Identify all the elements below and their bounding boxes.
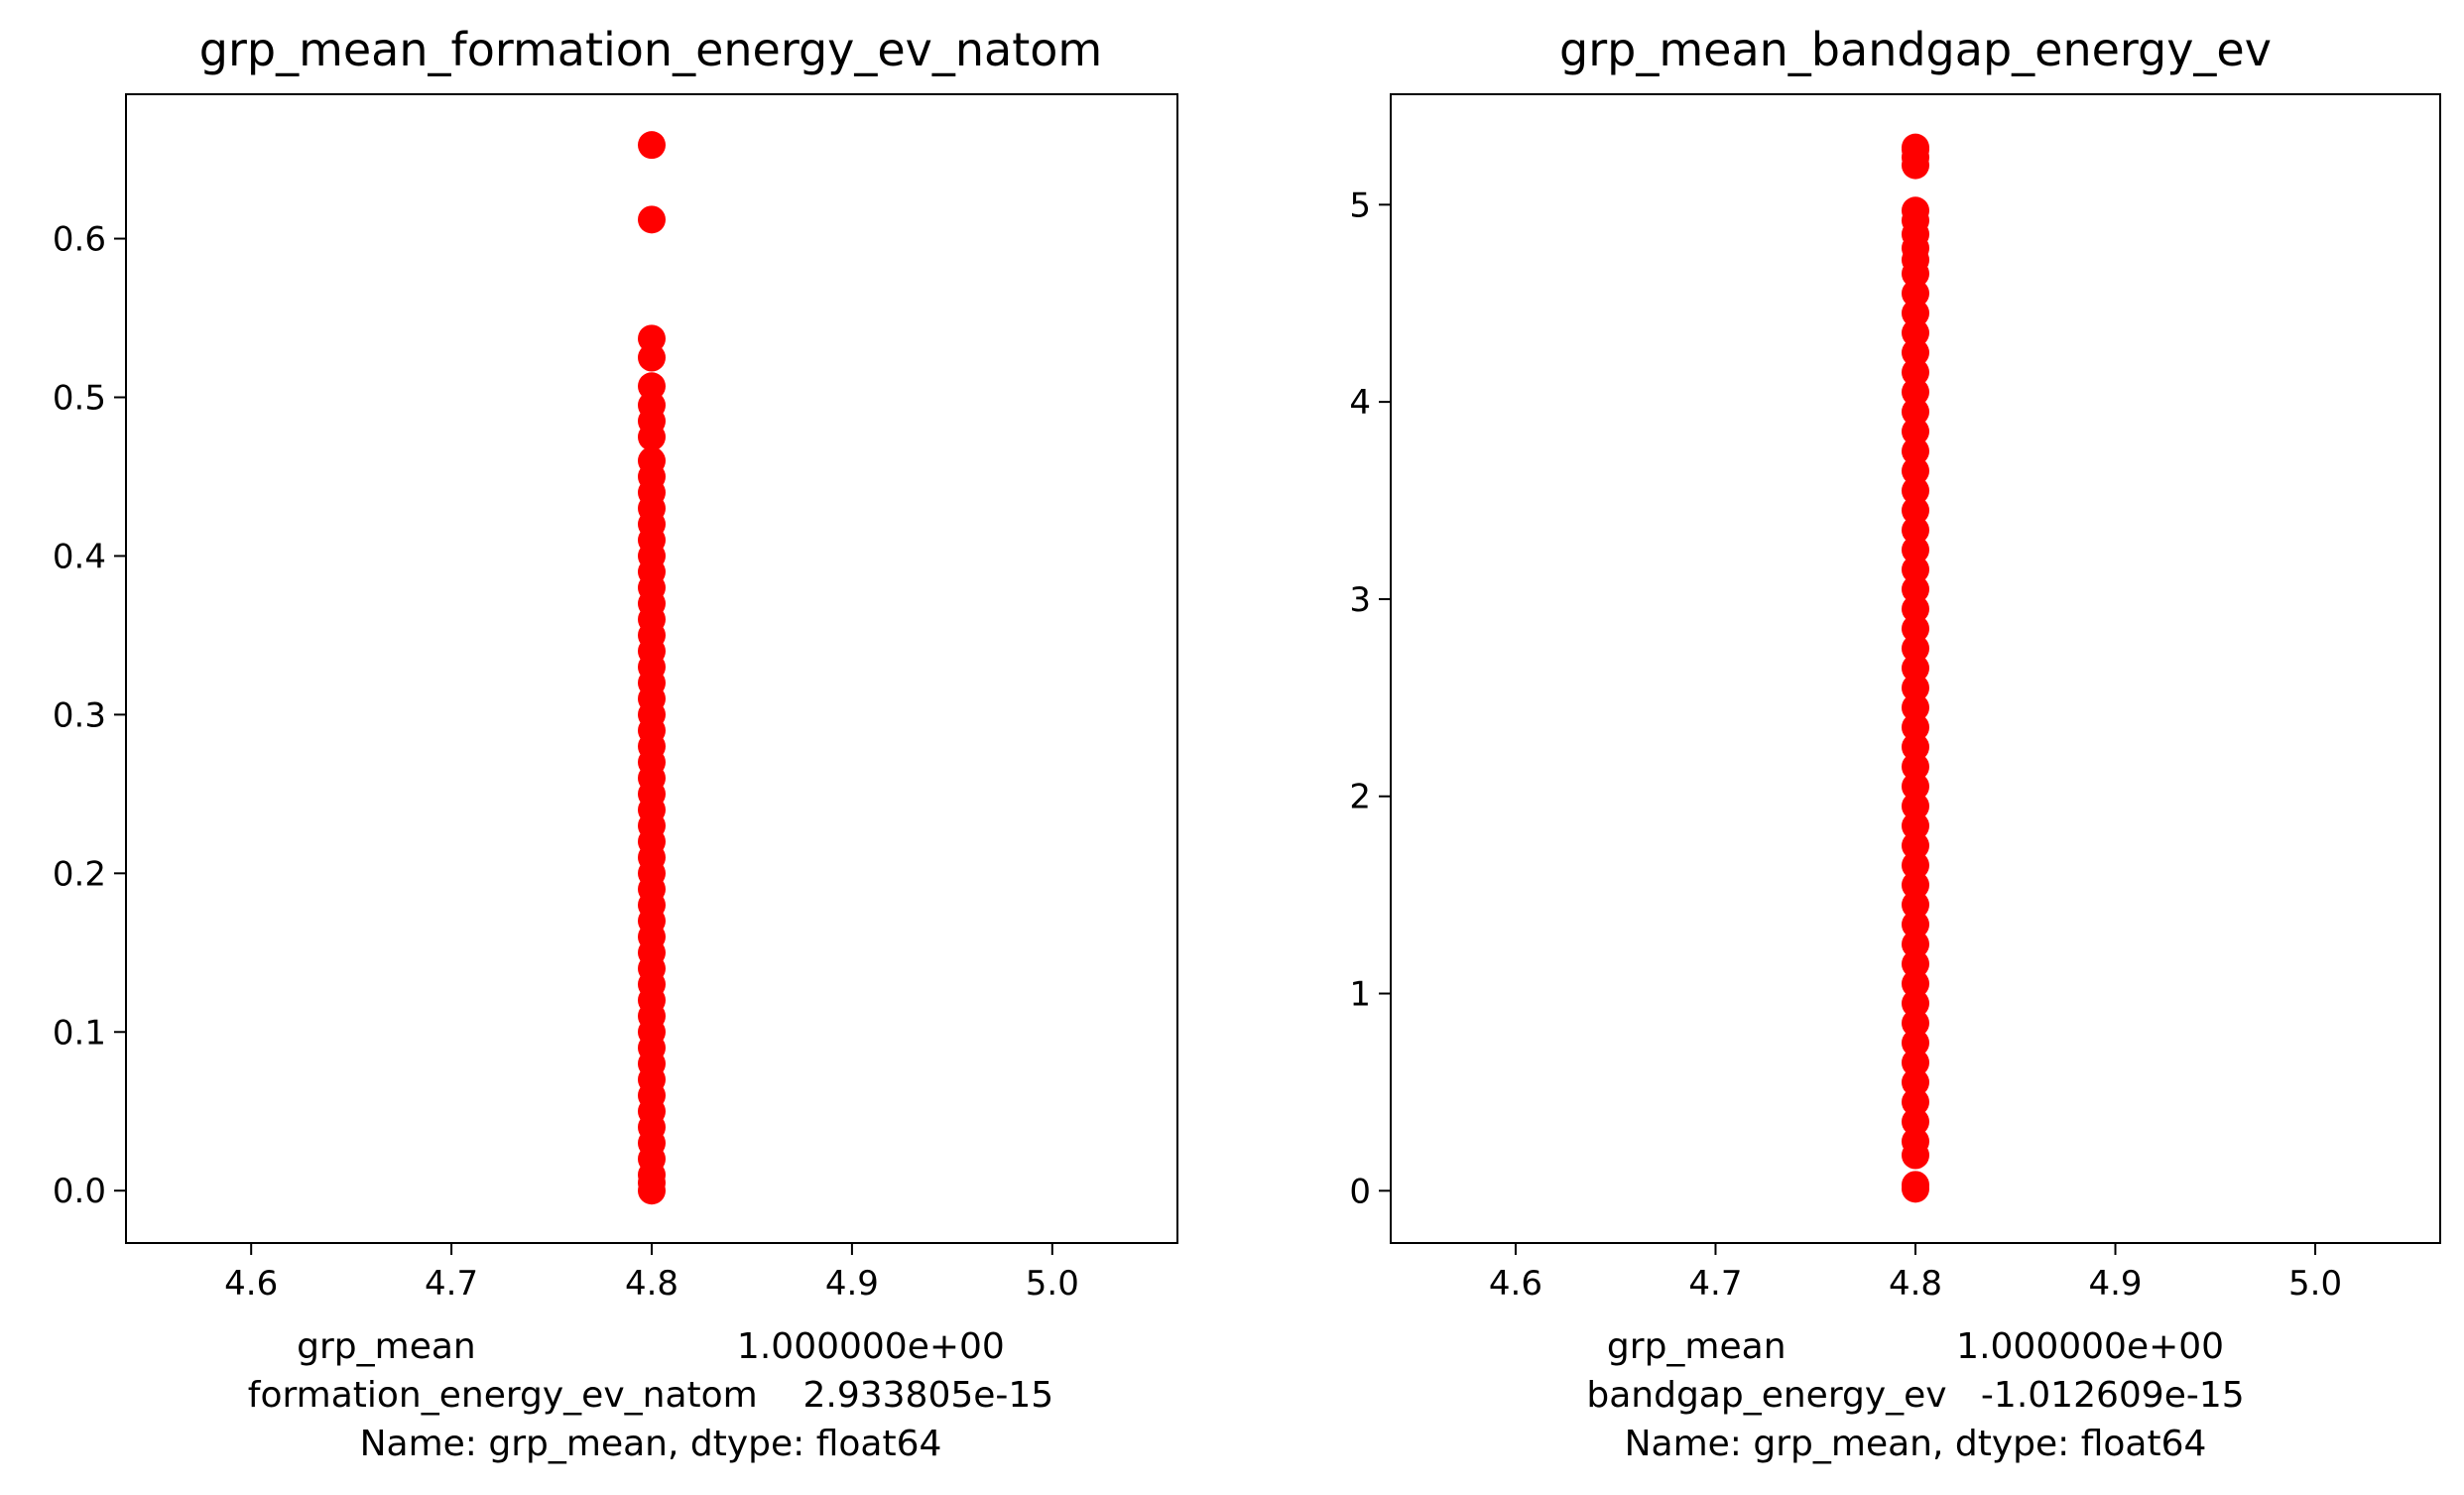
x-axis-label-line-1: grp_mean 1.000000e+00 — [1607, 1326, 2224, 1367]
chart-title: grp_mean_bandgap_energy_ev — [1559, 23, 2272, 76]
scatter-point — [1902, 1127, 1929, 1156]
scatter-point — [1902, 949, 1929, 978]
x-tick-label: 5.0 — [2288, 1264, 2342, 1304]
scatter-point — [1902, 358, 1929, 387]
scatter-point — [1902, 398, 1929, 427]
y-tick-label: 1 — [1349, 975, 1371, 1015]
scatter-point — [1902, 378, 1929, 407]
x-axis-label-line-1: grp_mean 1.000000e+00 — [297, 1326, 1005, 1367]
x-tick-label: 4.9 — [825, 1264, 879, 1304]
x-axis: 4.6 4.7 4.8 4.9 5.0 — [224, 1243, 1079, 1304]
scatter-point — [1902, 772, 1929, 801]
x-tick-label: 4.8 — [625, 1264, 678, 1304]
scatter-point — [1902, 1009, 1929, 1038]
scatter-point — [638, 131, 666, 160]
scatter-point — [1902, 891, 1929, 920]
scatter-point — [1902, 299, 1929, 327]
scatter-point — [1902, 476, 1929, 505]
scatter-point — [1902, 536, 1929, 564]
x-axis: 4.6 4.7 4.8 4.9 5.0 — [1489, 1243, 2342, 1304]
scatter-point — [1902, 614, 1929, 643]
y-tick-label: 0.4 — [53, 537, 106, 576]
y-axis: 0.0 0.1 0.2 0.3 0.4 0.5 0.6 — [53, 220, 126, 1211]
scatter-point — [638, 372, 666, 401]
x-tick-label: 4.8 — [1889, 1264, 1942, 1304]
scatter-point — [1902, 1029, 1929, 1058]
scatter-point — [1902, 674, 1929, 702]
scatter-point — [1902, 1107, 1929, 1136]
x-axis-label-line-2: bandgap_energy_ev -1.012609e-15 — [1586, 1375, 2244, 1416]
scatter-point — [1902, 969, 1929, 998]
y-tick-label: 0 — [1349, 1172, 1371, 1211]
x-tick-label: 4.9 — [2088, 1264, 2142, 1304]
y-tick-label: 4 — [1349, 383, 1371, 423]
y-tick-label: 2 — [1349, 778, 1371, 817]
scatter-point — [1902, 338, 1929, 367]
scatter-point — [638, 446, 666, 475]
scatter-point — [638, 324, 666, 353]
scatter-point — [638, 205, 666, 234]
scatter-point — [1902, 556, 1929, 584]
scatter-point — [1902, 279, 1929, 308]
scatter-point — [1902, 871, 1929, 900]
y-tick-label: 0.2 — [53, 854, 106, 894]
scatter-point — [1902, 318, 1929, 347]
y-tick-label: 0.6 — [53, 220, 106, 260]
scatter-point — [638, 343, 666, 372]
y-tick-label: 3 — [1349, 580, 1371, 620]
subplot-formation-energy: grp_mean_formation_energy_ev_natom 0.00.… — [53, 23, 1178, 1464]
scatter-point — [1902, 634, 1929, 663]
scatter-point — [1902, 910, 1929, 938]
y-axis: 0 1 2 3 4 5 — [1349, 186, 1391, 1211]
x-axis-label-line-3: Name: grp_mean, dtype: float64 — [1625, 1424, 2207, 1464]
chart-title: grp_mean_formation_energy_ev_natom — [199, 23, 1102, 76]
x-axis-label-line-3: Name: grp_mean, dtype: float64 — [360, 1424, 942, 1464]
scatter-point — [1902, 752, 1929, 781]
x-tick-label: 5.0 — [1026, 1264, 1079, 1304]
scatter-point — [1902, 196, 1929, 225]
scatter-point — [1902, 693, 1929, 722]
scatter-points — [638, 131, 666, 1205]
y-tick-label: 0.1 — [53, 1013, 106, 1053]
scatter-points — [1902, 133, 1929, 1203]
scatter-point — [638, 391, 666, 420]
scatter-point — [1902, 436, 1929, 465]
scatter-point — [1902, 930, 1929, 958]
x-axis-label-line-2: formation_energy_ev_natom 2.933805e-15 — [248, 1375, 1053, 1416]
scatter-point — [1902, 733, 1929, 762]
scatter-point — [1902, 989, 1929, 1018]
scatter-point — [1902, 516, 1929, 545]
scatter-point — [1902, 594, 1929, 623]
scatter-point — [1902, 1067, 1929, 1096]
subplot-bandgap-energy: grp_mean_bandgap_energy_ev 0 1 2 3 4 5 4.6 4.7… — [1349, 23, 2441, 1464]
scatter-point — [1902, 713, 1929, 742]
scatter-point — [1902, 1171, 1929, 1199]
x-tick-label: 4.7 — [1688, 1264, 1742, 1304]
y-tick-label: 0.0 — [53, 1172, 106, 1211]
scatter-point — [1902, 417, 1929, 445]
scatter-point — [1902, 496, 1929, 525]
scatter-point — [1902, 831, 1929, 860]
x-tick-label: 4.6 — [1489, 1264, 1542, 1304]
scatter-point — [1902, 851, 1929, 880]
scatter-point — [1902, 1087, 1929, 1116]
y-tick-label: 5 — [1349, 186, 1371, 225]
x-tick-label: 4.6 — [224, 1264, 278, 1304]
x-tick-label: 4.7 — [425, 1264, 478, 1304]
scatter-point — [1902, 792, 1929, 820]
scatter-point — [1902, 654, 1929, 683]
y-tick-label: 0.3 — [53, 695, 106, 735]
y-tick-label: 0.5 — [53, 378, 106, 418]
scatter-point — [1902, 1049, 1929, 1077]
scatter-point — [1902, 133, 1929, 162]
scatter-point — [1902, 811, 1929, 840]
scatter-point — [1902, 574, 1929, 603]
scatter-point — [1902, 456, 1929, 485]
